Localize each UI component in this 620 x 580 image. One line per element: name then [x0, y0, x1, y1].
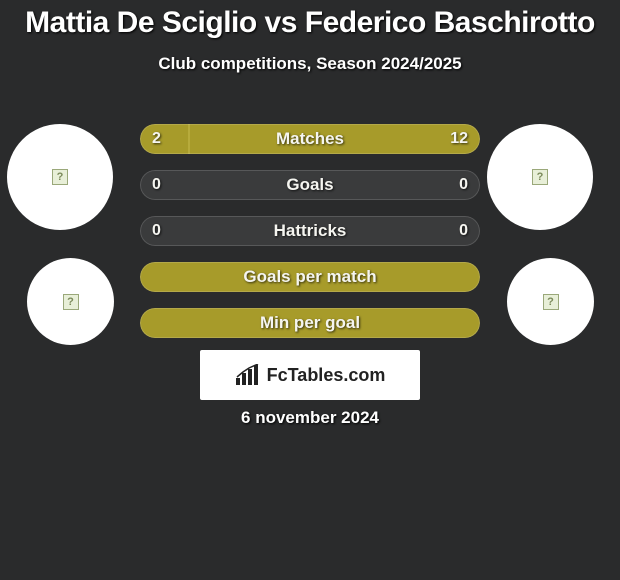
date-label: 6 november 2024: [0, 408, 620, 428]
stat-label: Goals: [140, 170, 480, 200]
image-placeholder-icon: ?: [52, 169, 68, 185]
player2-avatar-bottom: ?: [507, 258, 594, 345]
stat-label: Goals per match: [140, 262, 480, 292]
image-placeholder-icon: ?: [543, 294, 559, 310]
stat-label: Matches: [140, 124, 480, 154]
stat-value-left: 0: [152, 216, 161, 246]
player1-avatar-top: ?: [7, 124, 113, 230]
stat-value-right: 12: [450, 124, 468, 154]
page-title: Mattia De Sciglio vs Federico Baschirott…: [0, 0, 620, 40]
attribution-text: FcTables.com: [267, 365, 386, 386]
subtitle: Club competitions, Season 2024/2025: [0, 54, 620, 74]
stat-bar-row: Min per goal: [140, 308, 480, 338]
player2-avatar-top: ?: [487, 124, 593, 230]
stat-label: Hattricks: [140, 216, 480, 246]
stat-bar-row: Goals per match: [140, 262, 480, 292]
stat-label: Min per goal: [140, 308, 480, 338]
stat-bar-row: Goals0 0: [140, 170, 480, 200]
stat-value-left: 0: [152, 170, 161, 200]
player1-avatar-bottom: ?: [27, 258, 114, 345]
bar-chart-icon: [235, 364, 261, 386]
stat-value-right: 0: [459, 216, 468, 246]
image-placeholder-icon: ?: [63, 294, 79, 310]
comparison-infographic: Mattia De Sciglio vs Federico Baschirott…: [0, 0, 620, 580]
stat-value-right: 0: [459, 170, 468, 200]
stat-value-left: 2: [152, 124, 161, 154]
stat-bar-row: Matches2 12: [140, 124, 480, 154]
stat-bars: Matches212Goals00Hattricks00Goals per ma…: [140, 124, 480, 354]
stat-bar-row: Hattricks0 0: [140, 216, 480, 246]
image-placeholder-icon: ?: [532, 169, 548, 185]
attribution-badge: FcTables.com: [200, 350, 420, 400]
